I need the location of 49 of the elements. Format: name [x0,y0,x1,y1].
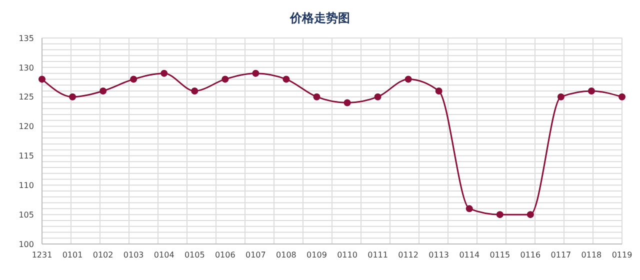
x-tick-label: 0118 [581,250,602,260]
x-tick-label: 0112 [398,250,418,260]
point [100,87,107,94]
point [466,205,473,212]
point [282,76,290,83]
point [435,87,442,94]
x-tick-label: 0101 [62,250,83,260]
point [496,211,504,218]
x-tick-label: 0102 [92,250,114,260]
x-tick-label: 0117 [550,250,572,260]
x-tick-label: 0108 [276,250,296,260]
chart-title: 价格走势图 [288,10,351,27]
point [191,87,198,94]
y-tick-label: 120 [18,122,34,132]
point [588,87,595,94]
point [557,93,564,100]
x-tick-label: 0106 [214,250,236,260]
y-tick-label: 110 [18,180,34,190]
x-tick-label: 0104 [154,250,174,260]
y-tick-label: 135 [18,34,34,43]
x-tick-label: 0115 [490,250,510,260]
point [252,70,260,77]
point [618,93,626,100]
x-tick-label: 0116 [520,250,541,260]
y-tick-label: 105 [18,210,34,220]
x-tick-label: 0103 [123,250,144,260]
x-tick-label: 0107 [246,250,266,260]
point [222,76,229,83]
point [38,76,46,83]
y-tick-label: 130 [18,63,34,72]
x-tick-label: 0110 [337,250,358,260]
y-tick-label: 125 [18,92,34,102]
x-tick-label: 0114 [459,250,480,260]
point [344,99,351,106]
x-tick-label: 0111 [368,250,388,260]
point [313,93,320,100]
point [69,93,76,100]
point [160,70,168,77]
y-tick-label: 100 [18,240,34,249]
point [374,93,382,100]
x-tick-label: 0109 [306,250,327,260]
x-tick-label: 0105 [184,250,205,260]
x-tick-label: 0119 [612,250,632,260]
x-tick-label: 0113 [428,250,450,260]
point [526,211,534,218]
x-tick-label: 1231 [32,250,52,260]
point [404,76,412,83]
y-tick-label: 115 [18,152,34,161]
point [130,76,138,83]
